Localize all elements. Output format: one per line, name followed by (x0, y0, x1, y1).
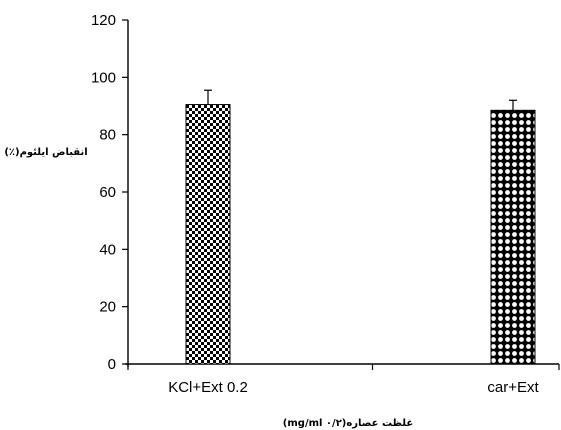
y-tick-label: 120 (91, 12, 116, 29)
y-tick-label: 0 (108, 356, 116, 373)
bars (185, 89, 536, 365)
bar-2 (490, 109, 536, 365)
y-axis-ticks: 0 20 40 60 80 100 120 (91, 12, 128, 373)
y-tick-label: 20 (99, 299, 116, 316)
bar-1 (185, 104, 231, 365)
x-tick-label: car+Ext (487, 379, 539, 396)
y-tick-label: 100 (91, 69, 116, 86)
y-tick-label: 40 (99, 241, 116, 258)
x-axis-label: غلظت عصاره(mg/ml ۰/۲) (283, 418, 413, 429)
x-tick-label: KCl+Ext 0.2 (168, 379, 248, 396)
y-tick-label: 60 (99, 184, 116, 201)
y-tick-label: 80 (99, 127, 116, 144)
x-axis-ticks: KCl+Ext 0.2 car+Ext (127, 364, 560, 396)
y-axis-label: انقباض ایلئوم(٪) (4, 147, 87, 158)
